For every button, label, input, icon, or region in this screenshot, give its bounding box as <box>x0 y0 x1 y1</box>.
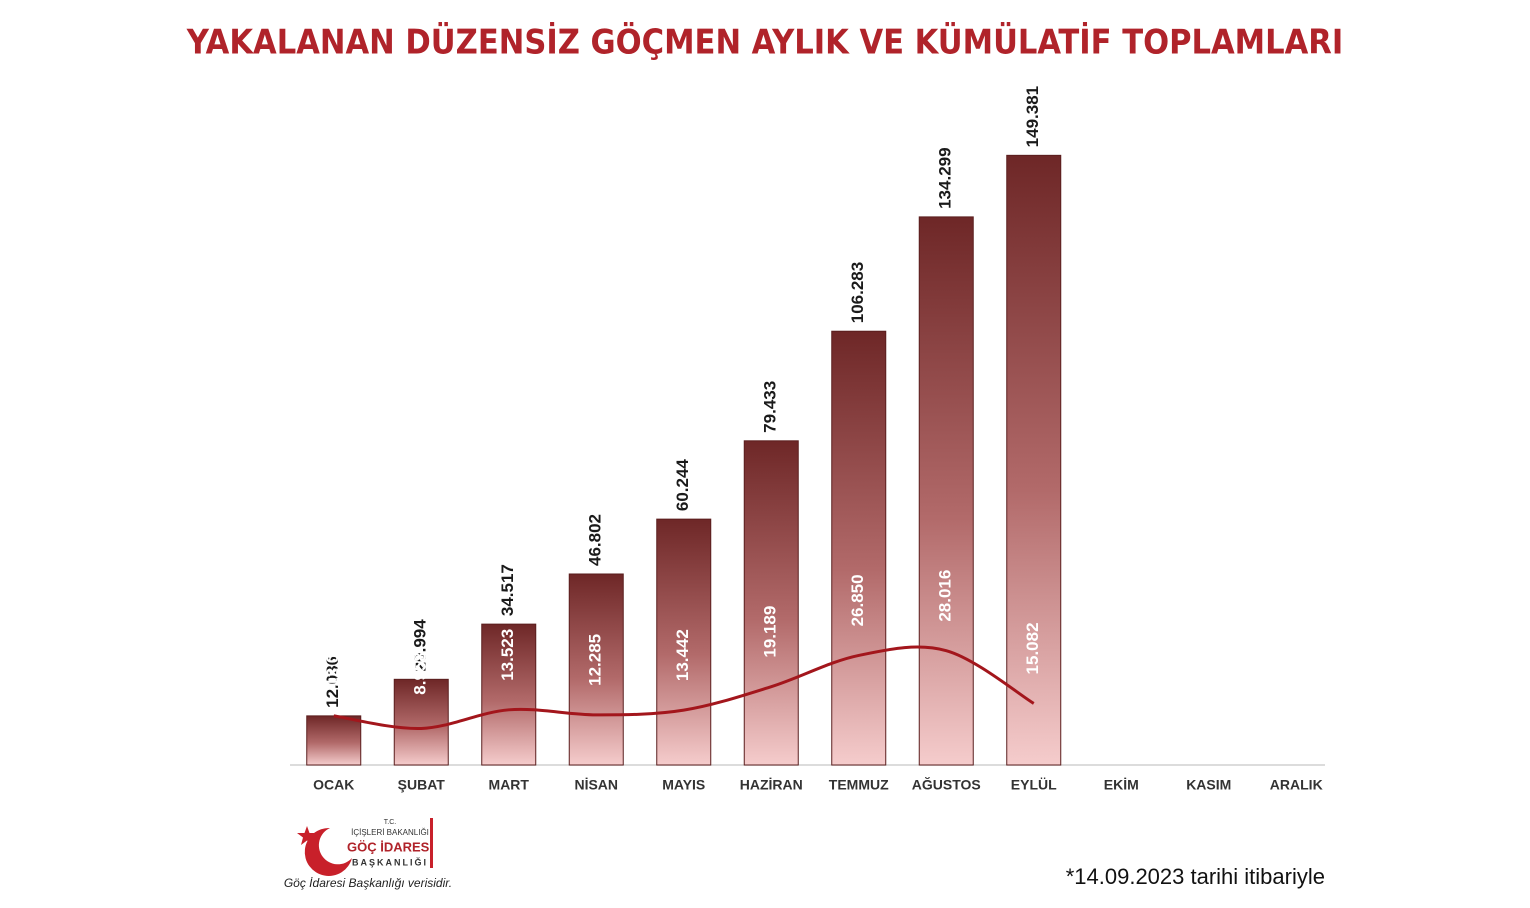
value-label: 13.442 <box>673 629 692 681</box>
logo: T.C. İÇİŞLERİ BAKANLIĞI GÖÇ İDARESİ BAŞK… <box>284 818 452 890</box>
source: Göç İdaresi Başkanlığı verisidir. <box>284 876 452 890</box>
value-label: 46.802 <box>586 514 605 566</box>
x-tick-label: ARALIK <box>1270 777 1323 793</box>
bar <box>568 573 624 766</box>
value-label: 20.994 <box>411 619 430 672</box>
x-tick-label: AĞUSTOS <box>912 776 981 793</box>
logo-star <box>297 826 317 845</box>
x-tick-label: HAZİRAN <box>740 777 803 793</box>
value-label: 60.244 <box>673 459 692 512</box>
bar <box>743 440 799 766</box>
x-tick-label: TEMMUZ <box>829 777 889 793</box>
line <box>333 645 1035 730</box>
x-tick-label: MART <box>489 777 530 793</box>
logo-bar <box>430 818 433 868</box>
value-label: 19.189 <box>761 606 780 658</box>
value-label: 12.285 <box>586 634 605 686</box>
value-label: 12.036 <box>323 635 342 687</box>
bar <box>918 216 974 766</box>
logo-crescent <box>304 827 352 876</box>
bar <box>481 623 537 766</box>
bar <box>831 330 887 766</box>
value-label: 149.381 <box>1023 86 1042 147</box>
bar <box>306 715 362 766</box>
value-label: 79.433 <box>761 381 780 433</box>
bar <box>656 518 712 766</box>
chart-title: YAKALANAN DÜZENSİZ GÖÇMEN AYLIK VE KÜMÜL… <box>186 22 1343 63</box>
value-label: 28.016 <box>936 570 955 622</box>
value-label: 134.299 <box>936 147 955 208</box>
footnote: *14.09.2023 tarihi itibariyle <box>1066 864 1325 889</box>
value-label: 106.283 <box>848 262 867 323</box>
value-label: 12.036 <box>323 656 342 708</box>
value-label: 26.850 <box>848 574 867 626</box>
x-tick-label: NİSAN <box>574 777 618 793</box>
x-tick-label: ŞUBAT <box>398 777 446 793</box>
bar <box>393 678 449 766</box>
x-tick-label: EYLÜL <box>1011 777 1057 793</box>
value-label: 8.958 <box>411 652 430 695</box>
value-label: 15.082 <box>1023 622 1042 674</box>
value-label: 34.517 <box>498 564 517 616</box>
x-tick-label: MAYIS <box>662 777 705 793</box>
logo-text: İÇİŞLERİ BAKANLIĞI <box>351 828 429 837</box>
logo-text: GÖÇ İDARESİ <box>347 839 433 854</box>
logo-text: BAŞKANLIĞI <box>352 856 428 867</box>
x-tick-label: EKİM <box>1104 777 1139 793</box>
logo-text: T.C. <box>384 819 397 826</box>
bar <box>1006 154 1062 766</box>
value-label: 13.523 <box>498 629 517 681</box>
x-tick-label: KASIM <box>1186 777 1231 793</box>
x-tick-label: OCAK <box>313 777 354 793</box>
